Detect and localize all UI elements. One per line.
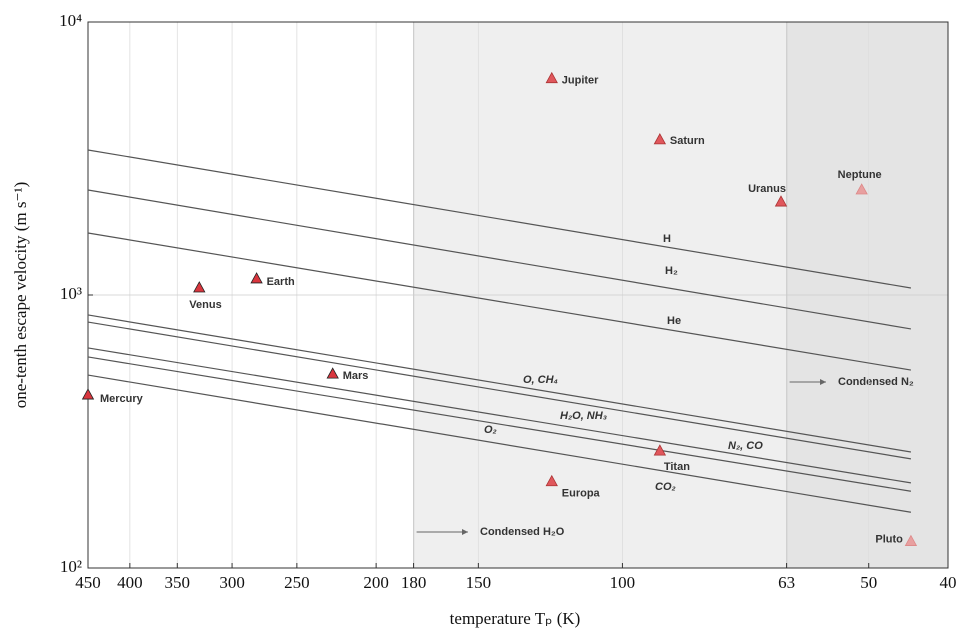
region-label: Condensed H₂O [480, 526, 565, 538]
y-tick-label: 10² [60, 557, 82, 576]
planet-marker [250, 272, 263, 284]
y-tick-label: 10³ [60, 284, 82, 303]
planet-label: Neptune [838, 169, 882, 181]
line-label: H₂O, NH₃ [560, 410, 607, 422]
region-arrowhead [820, 379, 826, 385]
line-label: N₂, CO [728, 440, 763, 452]
x-tick-label: 450 [75, 573, 101, 592]
planet-marker [545, 71, 558, 84]
x-tick-label: 40 [940, 573, 957, 592]
x-tick-label: 250 [284, 573, 310, 592]
planet-marker [545, 474, 558, 487]
planet-label: Venus [189, 299, 221, 311]
x-tick-label: 63 [778, 573, 795, 592]
line-label: He [667, 315, 681, 327]
planet-marker [193, 281, 206, 293]
line-label: O, CH₄ [523, 374, 558, 386]
line-label: O₂ [484, 424, 497, 436]
escape-line [87, 347, 912, 484]
escape-line [87, 356, 912, 492]
escape-line [87, 232, 912, 371]
planet-marker [653, 133, 667, 145]
region-arrowhead [462, 529, 468, 535]
planet-label: Earth [267, 276, 295, 288]
planet-label: Jupiter [562, 75, 599, 87]
line-label: CO₂ [655, 481, 676, 493]
planet-label: Titan [664, 461, 690, 473]
planet-label: Uranus [748, 183, 786, 195]
region-label: Condensed N₂ [838, 376, 914, 388]
plot-frame [87, 21, 949, 569]
x-axis-label: temperature Tₚ (K) [450, 609, 581, 628]
x-tick-label: 50 [860, 573, 877, 592]
planet-marker [326, 367, 339, 379]
x-tick-label: 180 [401, 573, 427, 592]
planet-label: Pluto [875, 533, 903, 545]
planet-label: Saturn [670, 135, 705, 147]
x-tick-label: 350 [165, 573, 191, 592]
x-tick-label: 100 [610, 573, 636, 592]
y-tick-label: 10⁴ [59, 11, 82, 30]
planet-marker [653, 444, 667, 456]
x-tick-label: 200 [363, 573, 389, 592]
escape-line [87, 149, 912, 289]
x-tick-label: 300 [219, 573, 245, 592]
y-axis-label: one-tenth escape velocity (m s⁻¹) [11, 182, 30, 409]
planet-marker [855, 183, 868, 195]
line-label: H₂ [665, 265, 678, 277]
planet-label: Mars [343, 370, 369, 382]
planet-label: Europa [562, 488, 601, 500]
line-label: H [663, 233, 671, 245]
planet-label: Mercury [100, 393, 144, 405]
escape-line [87, 314, 912, 453]
planet-marker [774, 195, 788, 207]
planet-marker [904, 534, 918, 546]
planet-marker [81, 388, 95, 400]
x-tick-label: 400 [117, 573, 143, 592]
escape-line [87, 321, 912, 460]
x-tick-label: 150 [466, 573, 492, 592]
escape-line [87, 189, 912, 330]
escape-line [87, 374, 912, 513]
